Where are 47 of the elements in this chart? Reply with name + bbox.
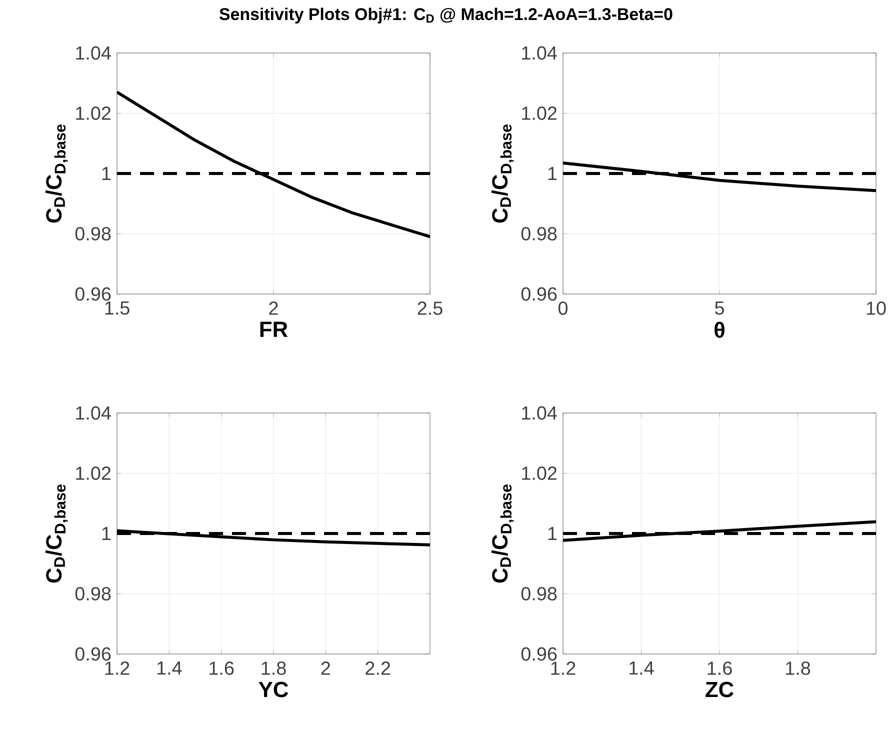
y-tick-label: 1.02 — [76, 466, 111, 480]
y-tick-label: 1.02 — [522, 466, 557, 480]
y-tick-label: 0.96 — [521, 647, 557, 661]
y-tick-label: 1.02 — [76, 106, 111, 120]
line-series — [563, 161, 876, 192]
y-tick-label: 1.04 — [522, 406, 557, 420]
x-tick-label: 0 — [558, 302, 568, 315]
x-tick-label: 1.8 — [786, 662, 810, 675]
y-tick-label: 1 — [548, 166, 557, 180]
y-tick-label: 1 — [548, 526, 557, 540]
y-tick-label: 1.02 — [522, 106, 557, 120]
y-tick-label: 0.98 — [75, 587, 111, 600]
y-tick-label: 0.96 — [75, 647, 111, 661]
x-tick-label: 1.6 — [708, 662, 732, 675]
x-tick-label: 1.2 — [551, 662, 576, 675]
x-tick-label: 1.8 — [262, 662, 286, 675]
y-tick-label: 0.98 — [521, 587, 557, 600]
x-tick-label: 1.5 — [105, 302, 130, 315]
y-tick-label: 1 — [102, 526, 111, 540]
x-tick-label: 1.4 — [157, 662, 182, 675]
x-axis-title: YC — [258, 682, 288, 698]
line-series — [563, 520, 876, 542]
y-axis-title: C$_{D}$/C$_{D,base}$ — [46, 484, 68, 583]
x-tick-label: 2 — [269, 302, 278, 315]
y-tick-label: 1.04 — [76, 406, 111, 420]
x-tick-label: 5 — [715, 302, 724, 315]
x-tick-label: 1.2 — [105, 662, 130, 675]
x-tick-label: 2 — [321, 662, 330, 675]
y-tick-label: 0.96 — [521, 287, 557, 301]
x-tick-label: 2.2 — [366, 662, 390, 675]
y-tick-label: 0.96 — [75, 287, 111, 301]
y-tick-label: 1.04 — [522, 46, 557, 60]
y-axis-title: C$_{D}$/C$_{D,base}$ — [46, 124, 68, 223]
y-tick-label: 1.04 — [76, 46, 111, 60]
x-axis-title: FR — [260, 322, 288, 337]
y-axis-title: C$_{D}$/C$_{D,base}$ — [492, 124, 514, 223]
x-axis-title: ZC — [706, 682, 734, 698]
x-tick-label: 10 — [866, 302, 886, 315]
y-tick-label: 0.98 — [75, 227, 111, 240]
x-tick-label: 2.5 — [418, 302, 442, 315]
y-tick-label: 0.98 — [521, 227, 557, 240]
chart-title: Sensitivity Plots Obj#1: C$_{D}$ @ Mach=1.2-AoA=1.3-Beta=0 — [219, 8, 672, 24]
y-axis-title: C$_{D}$/C$_{D,base}$ — [492, 484, 514, 583]
x-tick-label: 1.4 — [630, 662, 654, 675]
x-axis-title: θ — [714, 322, 724, 338]
x-tick-label: 1.6 — [210, 662, 234, 675]
y-tick-label: 1 — [102, 166, 111, 180]
